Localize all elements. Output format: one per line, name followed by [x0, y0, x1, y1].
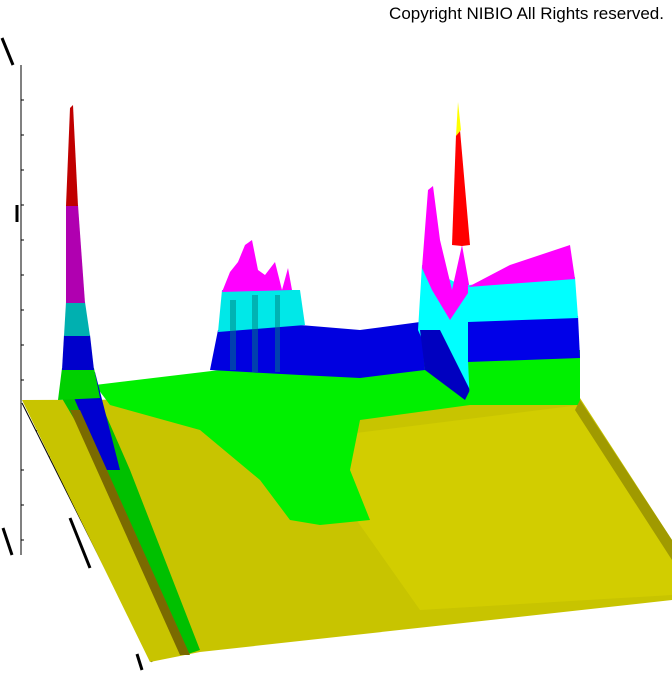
- middle-magenta: [222, 240, 292, 292]
- right-peak-magenta: [422, 186, 470, 320]
- middle-cyan: [218, 290, 305, 332]
- base-plane-shade: [300, 405, 672, 610]
- z-axis-ticks: [21, 99, 24, 541]
- right-plateau-cyan: [468, 277, 578, 322]
- left-peak-magenta: [66, 205, 85, 303]
- left-peak-green: [58, 368, 100, 400]
- right-peak-yellow: [456, 102, 461, 136]
- copyright-text: Copyright NIBIO All Rights reserved.: [389, 4, 664, 23]
- middle-blue: [210, 322, 425, 378]
- right-peak-blue: [420, 330, 470, 400]
- axis-labels-illegible: [0, 37, 144, 671]
- left-peak-red: [66, 105, 78, 206]
- left-peak-blue: [62, 335, 94, 370]
- left-dark-stripe: [70, 410, 190, 655]
- middle-ridges: [230, 295, 280, 372]
- right-plateau-magenta: [468, 245, 575, 287]
- left-peak-teal: [64, 302, 90, 336]
- right-plateau-green: [468, 355, 580, 405]
- right-front-shade: [575, 400, 672, 560]
- right-peak-red: [452, 130, 470, 246]
- right-plateau-blue: [468, 316, 580, 362]
